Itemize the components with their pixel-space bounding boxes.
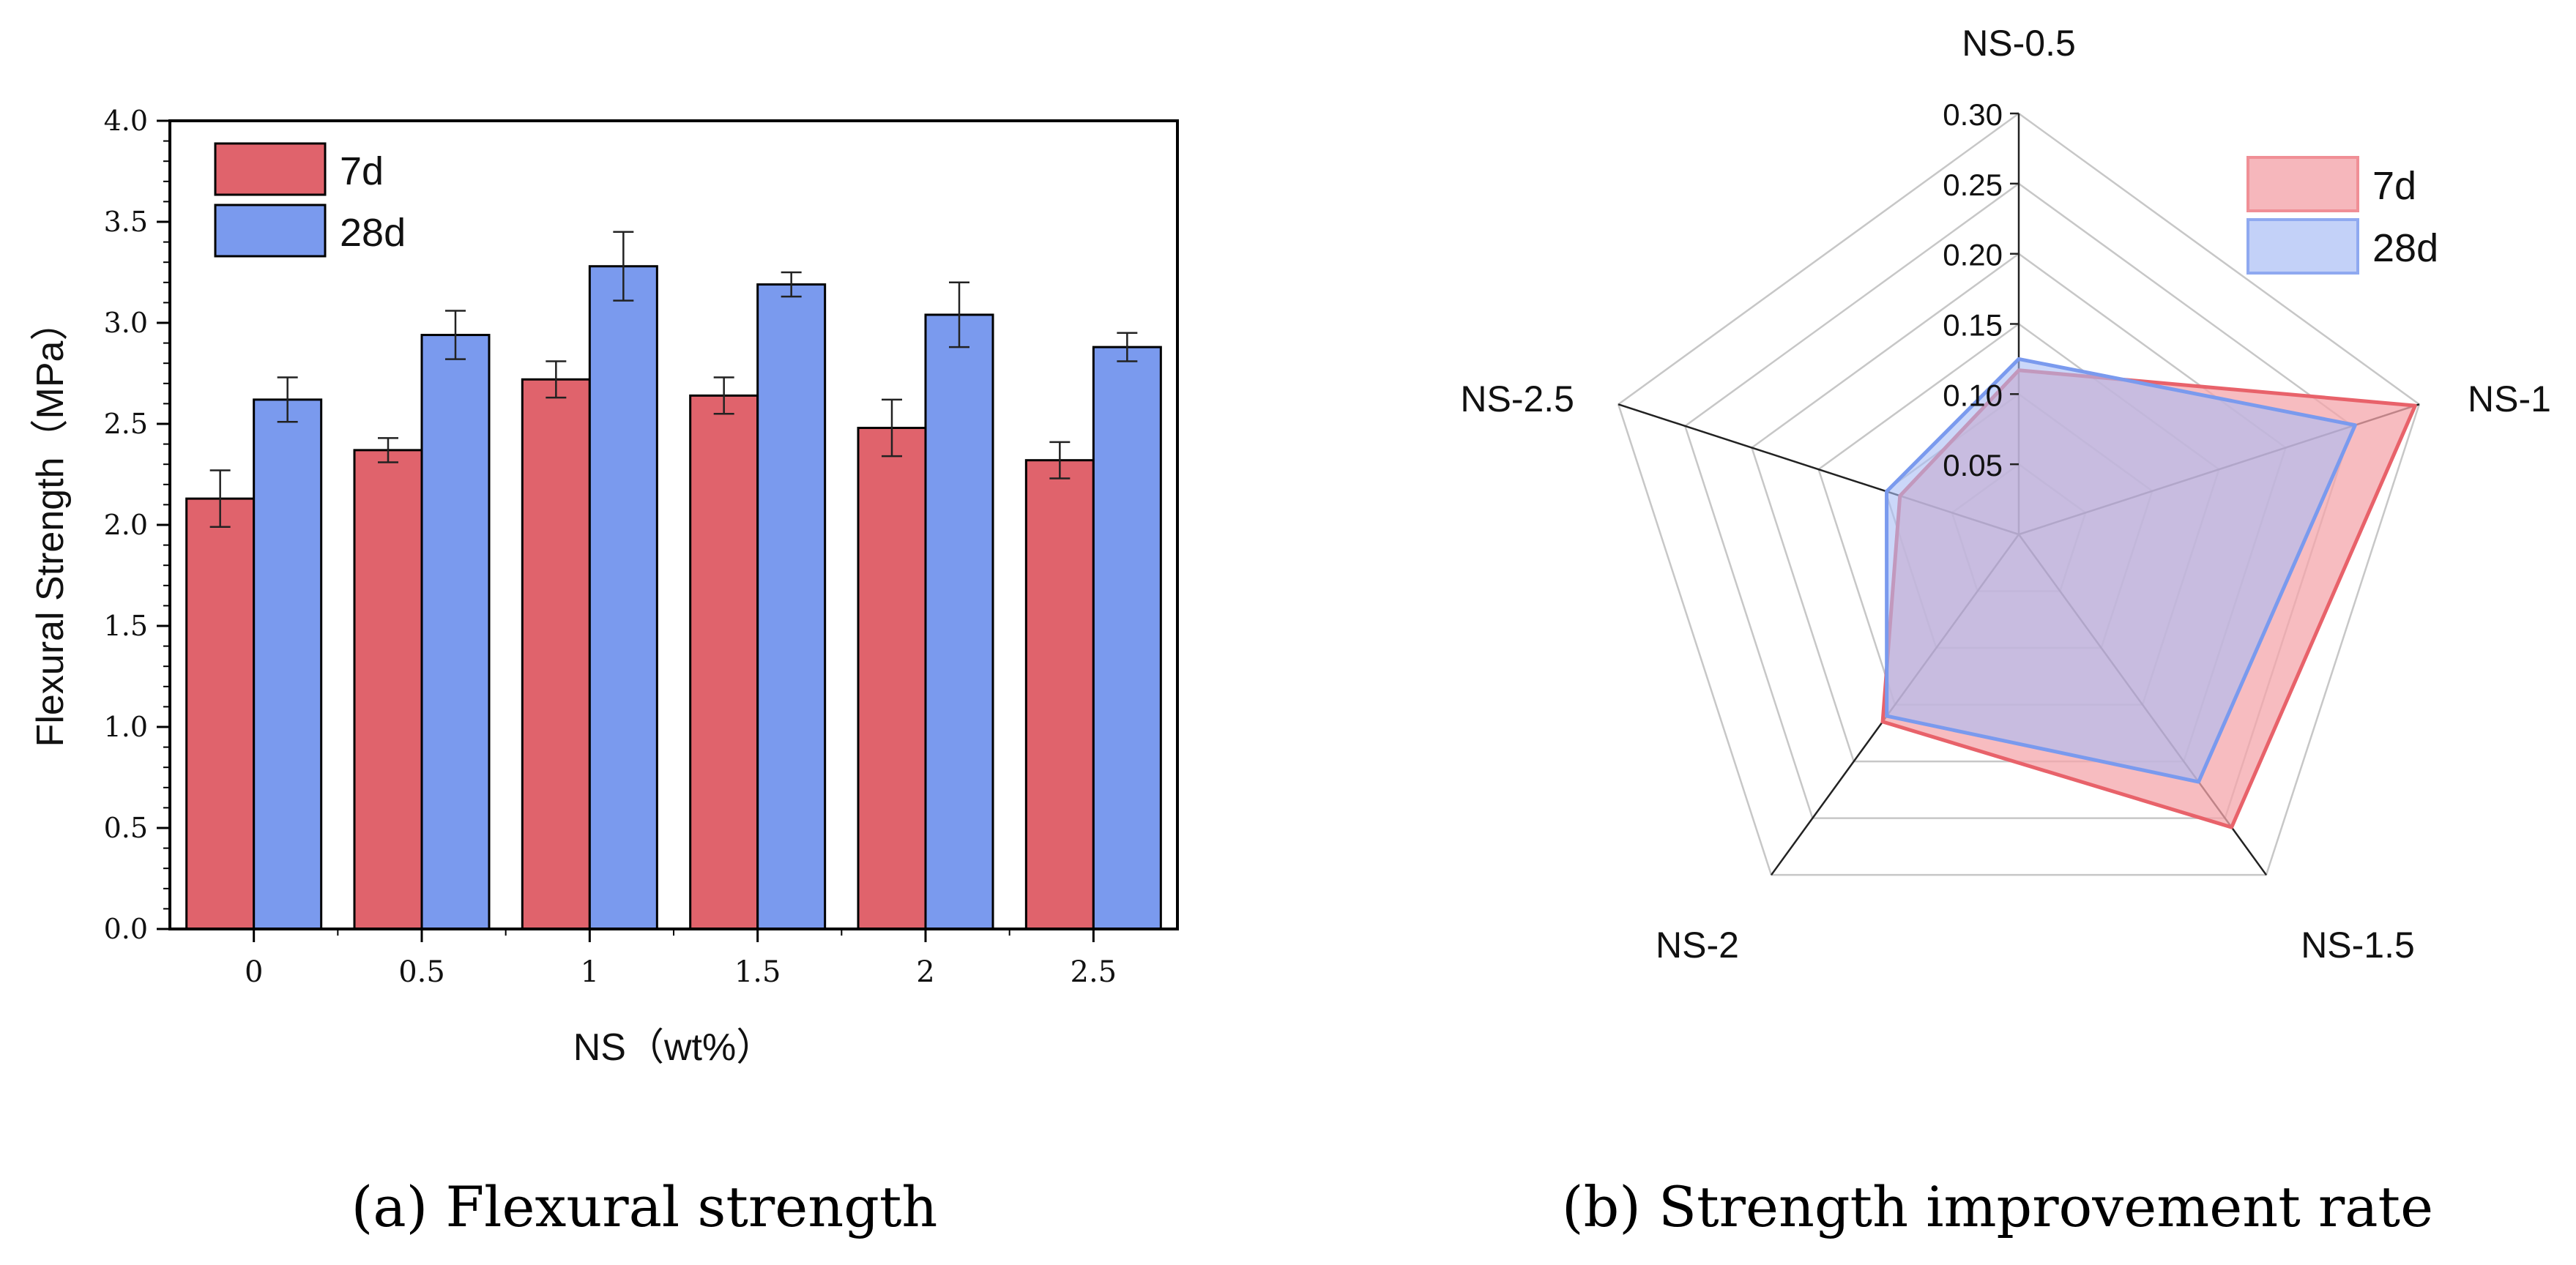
bar-y-axis: 0.0 0.5 1.0 1.5 2.0 2.5 3.0 3.5 4.0 (104, 105, 170, 945)
radar-r-tick-label-0-30: 0.30 (1943, 97, 2003, 132)
y-tick-label-1-0: 1.0 (104, 711, 148, 743)
radar-r-tick-label-0-20: 0.20 (1943, 238, 2003, 272)
radar-axis-labels: NS-0.5 NS-1 NS-1.5 NS-2 NS-2.5 (1460, 23, 2551, 966)
radar-legend-swatch-7d (2246, 156, 2359, 212)
radar-r-axis: 0.05 0.10 0.15 0.20 0.25 0.30 (1943, 97, 2019, 482)
y-tick-label-0-0: 0.0 (104, 913, 148, 945)
bar-28d-2-5 (1092, 346, 1162, 930)
x-tick-label-2: 2 (916, 955, 934, 989)
bar-7d-2 (857, 427, 927, 930)
bar-legend: 7d 28d (214, 142, 406, 258)
radar-legend-label-28d: 28d (2372, 226, 2438, 270)
bar-7d-1 (521, 378, 591, 930)
legend-label-28d: 28d (340, 211, 406, 255)
y-tick-label-3-5: 3.5 (104, 206, 148, 238)
caption-a: (a) Flexural strength (351, 1174, 938, 1239)
bar-28d-2 (924, 313, 994, 930)
bar-series (185, 265, 1162, 930)
radar-axis-label-ns-1-5: NS-1.5 (2301, 925, 2415, 966)
bar-7d-0-5 (353, 449, 423, 930)
y-tick-label-0-5: 0.5 (104, 812, 148, 844)
y-tick-label-1-5: 1.5 (104, 610, 148, 642)
y-tick-label-4-0: 4.0 (104, 105, 148, 137)
radar-r-tick-label-0-25: 0.25 (1943, 168, 2003, 202)
bar-28d-0-5 (420, 334, 491, 930)
bar-x-axis-label: NS（wt%） (573, 1026, 774, 1069)
radar-ring-0-25 (1683, 182, 2354, 819)
radar-axis-label-ns-0-5: NS-0.5 (1962, 23, 2076, 64)
x-tick-label-0: 0 (245, 955, 263, 989)
y-tick-label-3-0: 3.0 (104, 307, 148, 339)
legend-swatch-28d (214, 204, 327, 258)
bar-error-bars (209, 231, 1138, 529)
radar-series-28d (1885, 357, 2357, 784)
bar-chart: 0.0 0.5 1.0 1.5 2.0 2.5 3.0 3.5 4.0 0 0.5 1 1.5 2 2.5… (29, 105, 1179, 1239)
radar-chart: 0.05 0.10 0.15 0.20 0.25 0.30 NS-0.5 NS-1 NS-… (1460, 23, 2551, 1239)
x-tick-label-1-5: 1.5 (734, 955, 781, 989)
radar-r-tick-label-0-05: 0.05 (1943, 448, 2003, 482)
radar-axis-label-ns-1: NS-1 (2468, 378, 2551, 419)
bar-28d-0 (253, 398, 323, 930)
radar-r-tick-label-0-10: 0.10 (1943, 378, 2003, 412)
x-tick-label-0-5: 0.5 (398, 955, 445, 989)
legend-label-7d: 7d (340, 149, 384, 193)
radar-legend: 7d 28d (2246, 156, 2438, 275)
bar-7d-2-5 (1024, 459, 1095, 930)
bar-7d-1-5 (689, 394, 759, 930)
radar-r-tick-label-0-15: 0.15 (1943, 308, 2003, 343)
bar-28d-1-5 (756, 283, 827, 930)
y-tick-label-2-0: 2.0 (104, 509, 148, 541)
radar-series (1880, 357, 2417, 829)
radar-ring-0-30 (1617, 112, 2421, 876)
bar-x-axis: 0 0.5 1 1.5 2 2.5 (245, 929, 1117, 989)
radar-legend-label-7d: 7d (2372, 164, 2416, 208)
bar-28d-1 (588, 265, 658, 930)
caption-b: (b) Strength improvement rate (1562, 1174, 2433, 1239)
x-tick-label-2-5: 2.5 (1071, 955, 1117, 989)
bar-y-axis-label: Flexural Strength（MPa） (29, 303, 72, 747)
radar-axis-label-ns-2: NS-2 (1656, 925, 1739, 966)
x-tick-label-1: 1 (581, 955, 599, 989)
bar-7d-0 (185, 497, 256, 930)
radar-axis-label-ns-2-5: NS-2.5 (1460, 378, 1574, 419)
y-tick-label-2-5: 2.5 (104, 408, 148, 440)
legend-swatch-7d (214, 142, 327, 196)
radar-legend-swatch-28d (2246, 218, 2359, 275)
